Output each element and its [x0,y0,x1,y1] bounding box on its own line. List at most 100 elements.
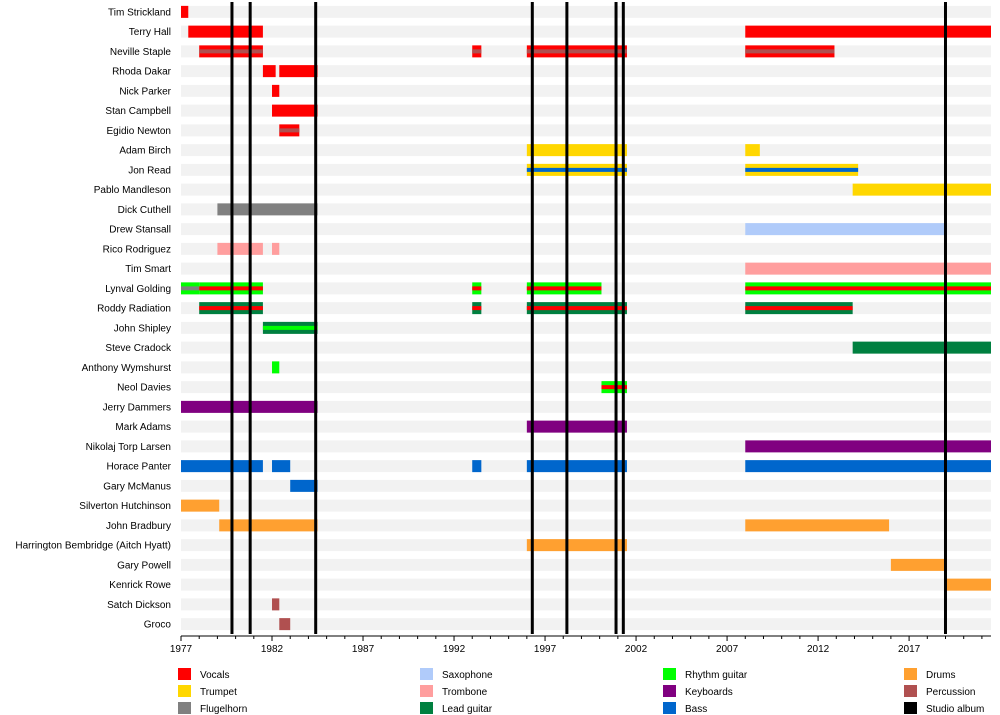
legend-label-trumpet: Trumpet [200,687,237,698]
x-axis: 1977 1982 1987 1992 1997 2002 2007 2012 2017 [170,635,991,655]
row-stripe [181,479,991,492]
role-bar-percussion [272,598,280,611]
member-name: Tim Smart [125,264,171,275]
role-stripe-vocals [526,286,602,291]
member-name: Dick Cuthell [118,205,171,216]
member-name: Egidio Newton [107,126,171,137]
legend-label-lead-guitar: Lead guitar [442,704,493,715]
legend: Vocals Trumpet Flugelhorn Saxophone Trombone… [178,668,984,715]
role-bar-vocals [188,25,263,38]
legend-swatch-keyboards [663,685,676,697]
row-stripe [181,618,991,631]
x-tick-label: 2002 [625,644,648,655]
legend-swatch-flugelhorn [178,702,191,714]
legend-label-bass: Bass [685,704,707,715]
row-stripe [181,84,991,97]
member-name: Groco [144,620,172,631]
role-bar-trumpet [852,183,991,196]
role-stripe-vocals [745,306,853,311]
row-backgrounds [181,5,991,631]
member-name: Nikolaj Torp Larsen [86,442,171,453]
member-name: Silverton Hutchinson [79,501,171,512]
member-name: Satch Dickson [107,600,171,611]
legend-swatch-vocals [178,668,191,680]
member-name: Lynval Golding [105,284,171,295]
role-stripe-vocals [526,306,627,311]
legend-label-studio-album: Studio album [926,704,984,715]
legend-swatch-trumpet [178,685,191,697]
member-name: Jerry Dammers [103,402,171,413]
member-name: Stan Campbell [105,106,171,117]
legend-label-flugelhorn: Flugelhorn [200,704,247,715]
legend-swatch-percussion [904,685,917,697]
member-name: Neville Staple [110,47,172,58]
legend-swatch-trombone [420,685,433,697]
row-stripe [181,5,991,18]
role-bar-vocals [262,65,276,78]
role-bar-keyboards [745,440,991,453]
role-bar-bass [272,460,291,473]
member-name: Mark Adams [115,422,171,433]
legend-swatch-rhythm-guitar [663,668,676,680]
role-bar-lead-guitar [852,341,991,354]
legend-swatch-drums [904,668,917,680]
row-stripe [181,400,991,413]
member-name: Jon Read [128,165,171,176]
legend-label-rhythm-guitar: Rhythm guitar [685,670,748,681]
role-stripe-percussion [472,49,482,54]
member-name: Kenrick Rowe [109,580,171,591]
role-stripe-percussion [526,49,627,54]
role-bar-drums [181,499,220,512]
role-bar-drums [745,519,890,532]
row-stripe [181,242,991,255]
member-name: Terry Hall [129,27,171,38]
role-stripe-vocals [745,286,991,291]
x-tick-label: 2017 [898,644,921,655]
member-name: Harrington Bembridge (Aitch Hyatt) [15,541,171,552]
role-stripe-bass [745,167,859,172]
legend-label-saxophone: Saxophone [442,670,493,681]
member-name: Adam Birch [119,146,171,157]
member-name: Tim Strickland [108,7,171,18]
row-stripe [181,124,991,137]
member-name: Gary McManus [103,481,171,492]
role-bar-bass [290,479,318,492]
role-stripe-rhythm-guitar [262,325,318,330]
member-name: Steve Cradock [105,343,172,354]
role-bar-drums [945,578,991,591]
legend-swatch-saxophone [420,668,433,680]
x-tick-label: 1987 [352,644,375,655]
member-name: Rico Rodriguez [103,244,171,255]
role-stripe-bass [526,167,627,172]
legend-swatch-studio-album [904,702,917,714]
role-bar-bass [745,460,991,473]
x-tick-label: 1997 [534,644,557,655]
role-bar-bass [526,460,627,473]
role-bar-vocals [181,5,189,18]
x-tick-label: 2007 [716,644,739,655]
role-bar-bass [181,460,263,473]
role-bar-rhythm-guitar [272,361,280,374]
role-bar-drums [526,539,627,552]
legend-label-percussion: Percussion [926,687,975,698]
role-stripe-vocals [472,286,482,291]
member-name: Nick Parker [119,86,171,97]
role-bar-percussion [279,618,291,631]
role-bar-trombone [217,242,263,255]
role-bar-saxophone [745,223,946,236]
row-stripe [181,361,991,374]
role-bar-trumpet [745,144,760,157]
legend-label-vocals: Vocals [200,670,229,681]
row-stripe [181,578,991,591]
legend-label-drums: Drums [926,670,955,681]
studio-album-lines [230,2,947,634]
x-tick-label: 1977 [170,644,193,655]
role-bar-bass [472,460,482,473]
role-bar-vocals [745,25,991,38]
role-bar-vocals [272,84,280,97]
x-tick-label: 2012 [807,644,830,655]
member-name: Roddy Radiation [97,304,171,315]
member-name-labels: Tim Strickland Terry Hall Neville Staple Rh… [15,7,172,630]
member-name: Rhoda Dakar [112,67,172,78]
